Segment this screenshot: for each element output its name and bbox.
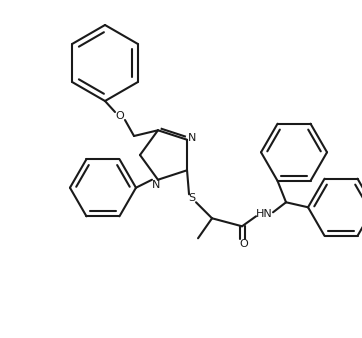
Text: HN: HN [256,209,273,219]
Text: O: O [115,111,125,121]
Text: N: N [188,133,196,143]
Text: N: N [152,180,160,190]
Text: S: S [189,193,195,203]
Text: O: O [240,239,248,249]
